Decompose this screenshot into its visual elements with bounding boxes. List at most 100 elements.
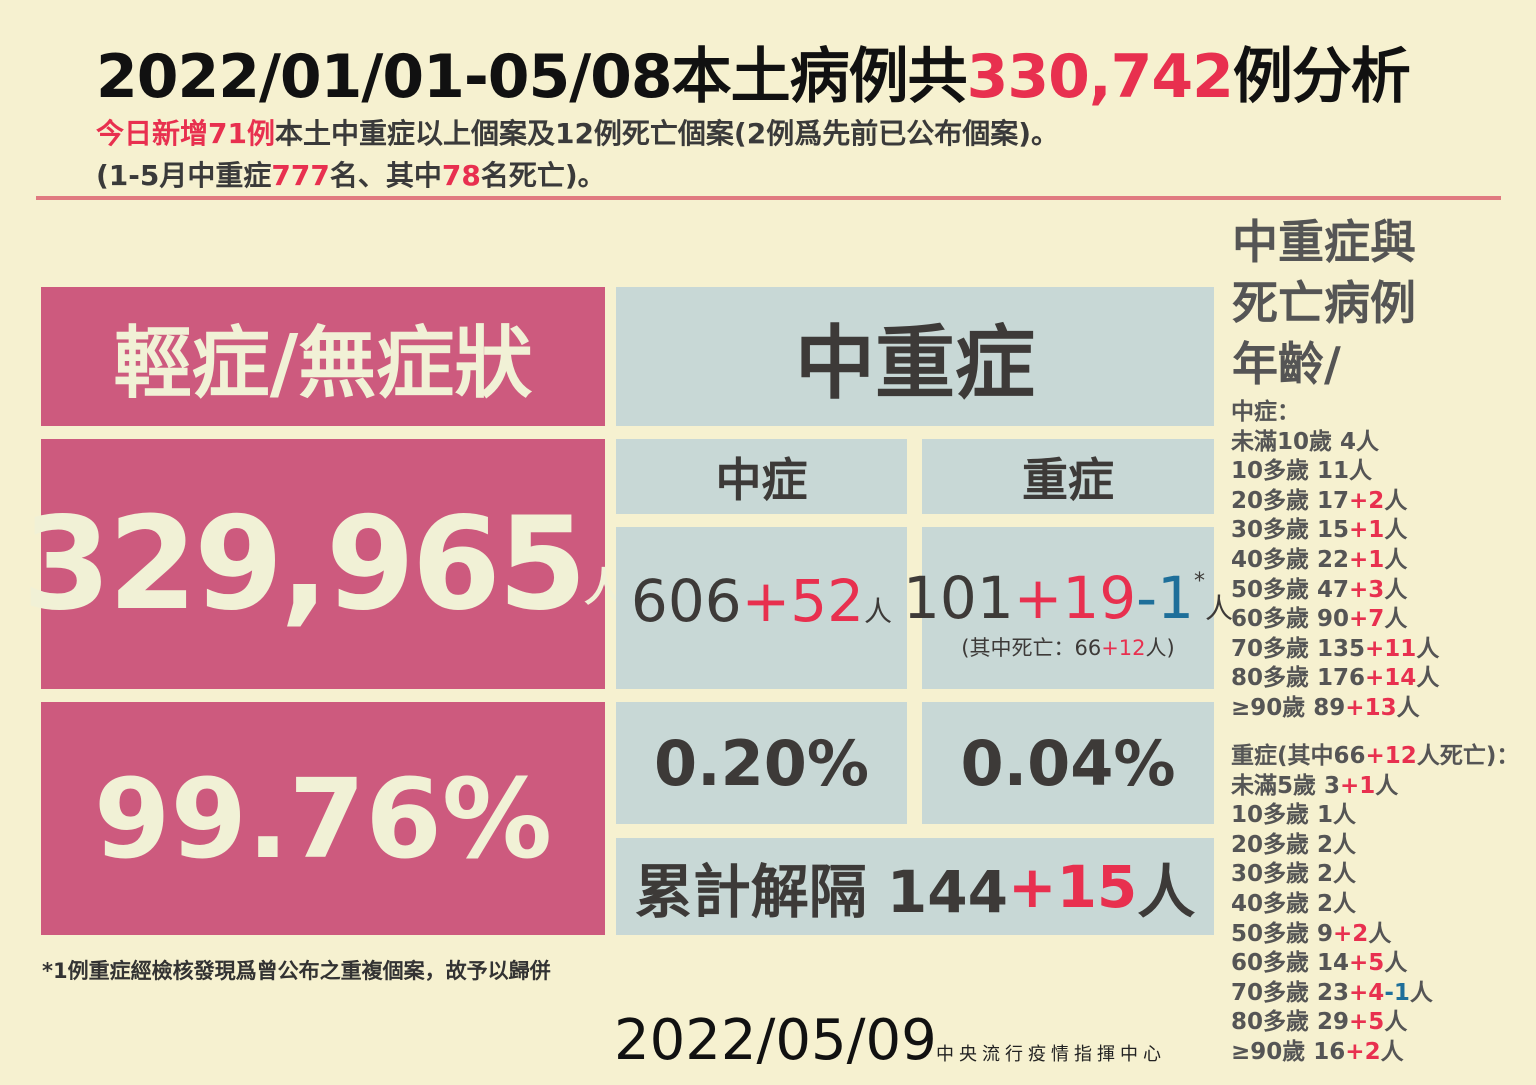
- list-header: 重症(其中66+12人死亡)：: [1231, 742, 1519, 772]
- death-add: +12: [1101, 636, 1146, 660]
- list-item-part: +5: [1349, 950, 1385, 977]
- list-item: 80多歲 176+14人: [1231, 664, 1439, 694]
- list-item-part: 人: [1380, 1038, 1404, 1065]
- death-text: 人): [1145, 636, 1175, 660]
- organization: 中央流行疫情指揮中心: [936, 1044, 1166, 1065]
- subtitle-line-1: 今日新增71例本土中重症以上個案及12例死亡個案(2例爲先前已公布個案)。: [96, 112, 1059, 152]
- header-text: 重症(其中66: [1231, 743, 1366, 769]
- list-item-part: 人: [1384, 546, 1408, 573]
- list-item-part: 80多歲 29: [1231, 1009, 1350, 1036]
- list-item: 50多歲 47+3人: [1231, 576, 1439, 606]
- list-item-part: 人: [1356, 428, 1380, 455]
- list-item: 40多歲 2人: [1231, 890, 1519, 920]
- critical-base: 101: [903, 564, 1014, 632]
- list-item: 40多歲 22+1人: [1231, 546, 1439, 576]
- mild-count: 329,965: [22, 489, 587, 639]
- list-item-part: 20多歲 17: [1231, 487, 1350, 514]
- list-item-part: 40多歲 2: [1231, 890, 1334, 917]
- moderate-count-cell: 606 +52 人: [616, 527, 907, 689]
- list-item-part: +11: [1365, 635, 1417, 662]
- subtitle-line-2: (1-5月中重症777名、其中78名死亡)。: [96, 154, 606, 194]
- list-item-part: 人: [1333, 890, 1357, 917]
- list-item-part: +1: [1349, 517, 1385, 544]
- critical-minus: -1: [1136, 564, 1194, 632]
- death-count: 78: [441, 159, 481, 192]
- list-item: 20多歲 17+2人: [1231, 487, 1439, 517]
- critical-add: +19: [1013, 564, 1137, 632]
- list-item: 80多歲 29+5人: [1231, 1008, 1519, 1038]
- list-item-part: +5: [1349, 1009, 1385, 1036]
- list-item-part: ≥90歲 89: [1231, 694, 1346, 721]
- asterisk: *: [1193, 569, 1205, 594]
- list-item-part: 人: [1384, 517, 1408, 544]
- mild-header: 輕症/無症狀: [41, 287, 605, 426]
- released-cell: 累計解隔 144 +15 人: [616, 838, 1214, 935]
- list-item-part: +14: [1365, 665, 1417, 692]
- list-item-part: 人: [1333, 831, 1357, 858]
- list-item-part: 50多歲 9: [1231, 920, 1334, 947]
- moderate-base: 606: [630, 567, 742, 635]
- list-item-part: 人: [1333, 802, 1357, 829]
- list-item-part: 人: [1396, 694, 1420, 721]
- list-item-part: 60多歲 90: [1231, 606, 1350, 633]
- list-item-part: 人: [1416, 635, 1440, 662]
- list-item-part: 70多歲 135: [1231, 635, 1366, 662]
- subtitle-text: 本土中重症以上個案及12例死亡個案(2例爲先前已公布個案)。: [274, 117, 1060, 150]
- list-item: 30多歲 15+1人: [1231, 516, 1439, 546]
- list-item-part: 人: [1375, 772, 1399, 799]
- unit: 人: [1204, 592, 1233, 625]
- list-item-part: 人: [1409, 979, 1433, 1006]
- list-item-part: 60多歲 14: [1231, 950, 1350, 977]
- list-header: 中症：: [1231, 399, 1300, 425]
- mild-pct: 99.76%: [41, 702, 605, 935]
- released-text: 累計解隔 144: [634, 857, 1008, 926]
- subtitle-text: 名死亡)。: [480, 159, 606, 192]
- subtitle-text: 名、其中: [329, 159, 442, 192]
- list-item-part: 人: [1384, 1009, 1408, 1036]
- unit: 人: [864, 595, 893, 628]
- title-text: 2022/01/01-05/08本土病例共: [96, 42, 968, 112]
- death-text: (其中死亡：66: [961, 636, 1102, 660]
- list-item-part: 人: [1384, 950, 1408, 977]
- critical-count-cell: 101+19-1*人 (其中死亡：66+12人): [903, 527, 1233, 689]
- list-item: 50多歲 9+2人: [1231, 920, 1519, 950]
- mild-count-cell: 329,965 人: [22, 439, 624, 689]
- moderate-label: 中症: [616, 439, 907, 514]
- list-item: ≥90歲 16+2人: [1231, 1038, 1519, 1068]
- list-item-part: 10多歲 11: [1231, 458, 1350, 485]
- list-item: 70多歲 135+11人: [1231, 635, 1439, 665]
- list-item-part: +13: [1345, 694, 1397, 721]
- list-item: 未滿10歲 4人: [1231, 428, 1439, 458]
- critical-pct: 0.04%: [922, 702, 1214, 824]
- released-add: +15: [1007, 852, 1138, 921]
- header-text: 人死亡)：: [1416, 743, 1520, 769]
- list-item-part: 70多歲 23: [1231, 979, 1350, 1006]
- new-cases: 今日新增71例: [96, 117, 275, 150]
- severe-count: 777: [271, 159, 330, 192]
- critical-age-list: 重症(其中66+12人死亡)： 未滿5歲 3+1人 10多歲 1人 20多歲 2人 30…: [1231, 742, 1519, 1068]
- list-item-part: +2: [1333, 920, 1369, 947]
- subtitle-text: (1-5月中重症: [96, 159, 272, 192]
- main-title: 2022/01/01-05/08本土病例共330,742例分析: [96, 28, 1411, 115]
- divider: [36, 196, 1501, 200]
- age-title-line: 中重症與: [1232, 215, 1416, 269]
- list-item-part: +1: [1349, 546, 1385, 573]
- list-item-part: 30多歲 15: [1231, 517, 1350, 544]
- list-item-part: 人: [1416, 665, 1440, 692]
- list-item-part: 30多歲 2: [1231, 861, 1334, 888]
- age-title-line: 年齡/: [1232, 337, 1341, 391]
- list-item: 60多歲 14+5人: [1231, 949, 1519, 979]
- severe-header: 中重症: [616, 287, 1214, 426]
- list-item-part: ≥90歲 16: [1231, 1038, 1346, 1065]
- total-cases: 330,742: [966, 42, 1234, 112]
- list-item-part: 50多歲 47: [1231, 576, 1350, 603]
- age-title: 中重症與 死亡病例 年齡/: [1232, 212, 1416, 395]
- title-text: 例分析: [1232, 42, 1411, 112]
- list-item-part: 40多歲 22: [1231, 546, 1350, 573]
- date: 2022/05/09: [614, 1008, 937, 1073]
- list-item: 70多歲 23+4-1人: [1231, 979, 1519, 1009]
- list-item: 未滿5歲 3+1人: [1231, 772, 1519, 802]
- list-item-part: 未滿10歲 4: [1231, 428, 1357, 455]
- moderate-age-list: 中症： 未滿10歲 4人 10多歲 11人 20多歲 17+2人 30多歲 15+1人 4…: [1231, 398, 1439, 724]
- list-item-part: +4: [1349, 979, 1385, 1006]
